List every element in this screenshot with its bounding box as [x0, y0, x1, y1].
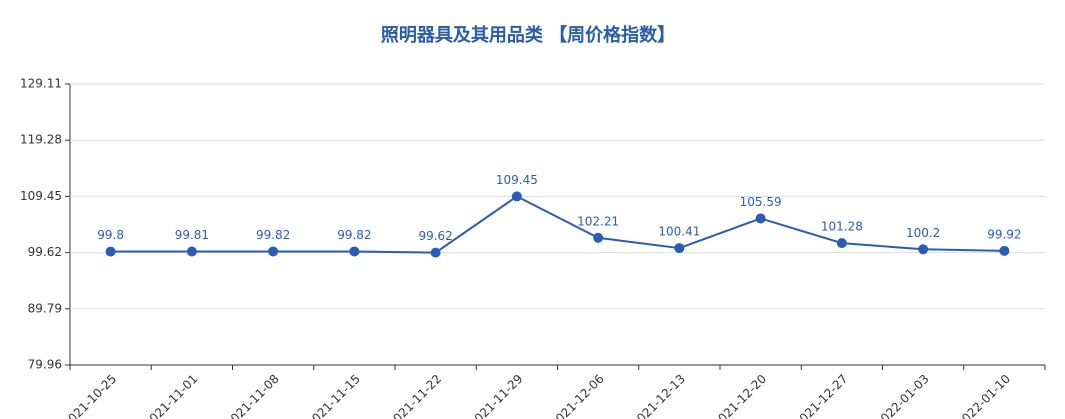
data-point: [999, 245, 1010, 256]
x-tick-label: 2021-11-22: [385, 372, 444, 419]
x-tick-label: 2021-11-29: [466, 372, 525, 419]
data-label: 99.62: [418, 229, 452, 243]
data-point: [349, 246, 360, 257]
chart-title: 照明器具及其用品类 【周价格指数】: [381, 24, 675, 46]
y-tick-label: 89.79: [28, 301, 62, 315]
y-tick-label: 119.28: [20, 133, 62, 147]
data-point: [105, 246, 116, 257]
data-label: 99.8: [97, 228, 124, 242]
data-point: [755, 213, 766, 224]
x-tick-label: 2021-11-01: [141, 372, 200, 419]
data-label: 99.82: [256, 228, 290, 242]
y-tick-label: 99.62: [28, 245, 62, 259]
data-point: [186, 246, 197, 257]
data-point: [918, 244, 929, 255]
data-label: 100.41: [658, 225, 700, 239]
data-label: 109.45: [496, 173, 538, 187]
data-point: [593, 232, 604, 243]
data-label: 105.59: [740, 195, 782, 209]
x-tick-label: 2022-01-03: [873, 372, 932, 419]
data-label: 99.81: [175, 228, 209, 242]
data-label: 100.2: [906, 226, 940, 240]
x-tick-label: 2021-12-13: [629, 372, 688, 419]
x-tick-label: 2021-12-20: [710, 372, 769, 419]
data-label: 102.21: [577, 214, 619, 228]
data-label: 101.28: [821, 220, 863, 234]
series-line: [110, 195, 1005, 254]
x-tick-label: 2021-11-15: [304, 372, 363, 419]
y-tick-label: 109.45: [20, 189, 62, 203]
data-point: [268, 246, 279, 257]
x-tick-label: 2021-12-27: [791, 372, 850, 419]
y-tick-label: 129.11: [20, 77, 62, 91]
data-label: 99.92: [987, 227, 1021, 241]
data-point: [836, 238, 847, 249]
y-tick-label: 79.96: [28, 358, 62, 372]
x-tick-label: 2021-10-25: [60, 372, 119, 419]
data-point: [430, 247, 441, 258]
x-tick-label: 2021-11-08: [223, 372, 282, 419]
data-label: 99.82: [337, 228, 371, 242]
data-point: [511, 191, 522, 202]
x-tick-label: 2022-01-10: [954, 372, 1013, 419]
x-tick-label: 2021-12-06: [548, 372, 607, 419]
data-point: [674, 243, 685, 254]
